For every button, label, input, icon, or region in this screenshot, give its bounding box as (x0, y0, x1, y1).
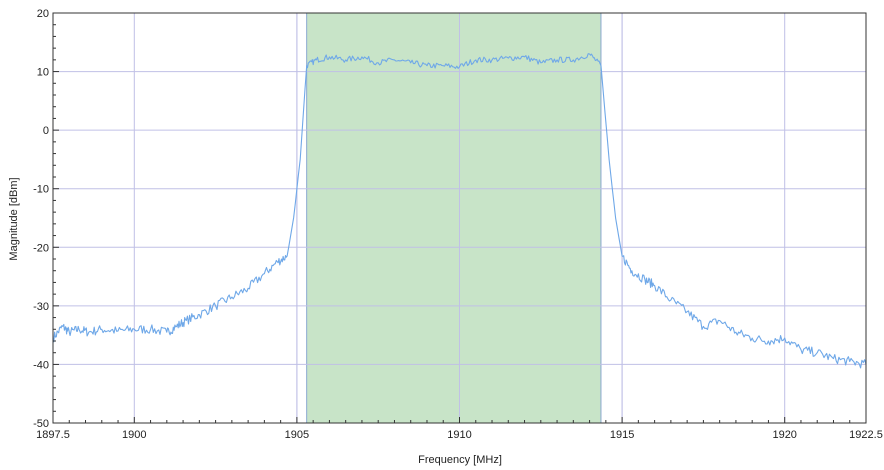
y-tick-label: -20 (33, 242, 49, 254)
x-tick-label: 1897.5 (36, 429, 70, 441)
x-tick-label: 1920 (772, 429, 796, 441)
y-tick-label: -10 (33, 184, 49, 196)
y-axis-label: Magnitude [dBm] (8, 177, 20, 260)
x-tick-label: 1915 (610, 429, 634, 441)
x-axis-label: Frequency [MHz] (418, 454, 502, 466)
series-line (52, 53, 867, 369)
y-tick-label: -50 (33, 418, 49, 430)
y-tick-label: 0 (43, 125, 49, 137)
y-tick-label: 10 (37, 67, 49, 79)
x-tick-label: 1910 (447, 429, 471, 441)
x-tick-label: 1905 (285, 429, 309, 441)
x-tick-label: 1922.5 (849, 429, 883, 441)
y-tick-label: 20 (37, 8, 49, 20)
highlight-band (306, 13, 601, 423)
x-tick-label: 1900 (122, 429, 146, 441)
y-tick-label: -40 (33, 359, 49, 371)
y-tick-label: -30 (33, 301, 49, 313)
